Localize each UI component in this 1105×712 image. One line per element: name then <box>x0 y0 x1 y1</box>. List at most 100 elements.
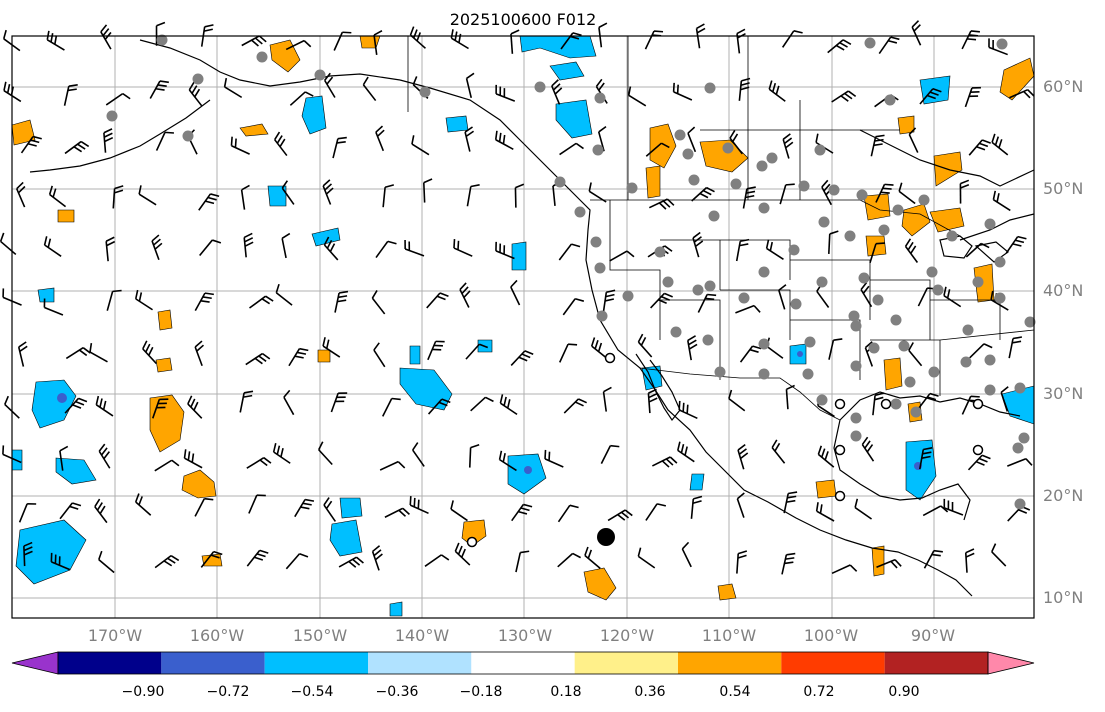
wind-barb <box>943 498 964 516</box>
shade-core <box>797 351 803 357</box>
wind-barb <box>285 39 312 51</box>
wind-barb <box>691 186 715 202</box>
station-marker <box>192 73 204 85</box>
shade-region <box>555 99 593 139</box>
wind-barb <box>499 394 518 416</box>
wind-barb <box>677 441 695 463</box>
wind-barb <box>729 130 743 155</box>
station-marker-open <box>604 352 616 364</box>
wind-barb <box>494 130 514 150</box>
wind-barb <box>106 289 122 311</box>
shade-region <box>689 473 705 491</box>
station-marker-open <box>880 398 892 410</box>
wind-barb <box>98 550 115 574</box>
wind-barb <box>384 507 410 518</box>
lon-label: 110°W <box>701 626 757 645</box>
wind-barb <box>200 550 223 568</box>
wind-barb <box>991 133 1009 156</box>
station-marker <box>802 368 814 380</box>
shade-region <box>511 241 527 271</box>
wind-barb <box>728 389 746 412</box>
wind-barb <box>1007 457 1033 467</box>
wind-barb <box>598 22 608 48</box>
coastlines <box>29 39 1035 597</box>
wind-barb <box>1009 88 1035 99</box>
wind-barb <box>695 23 706 49</box>
colorbar-tick: −0.18 <box>459 684 503 700</box>
wind-barb <box>510 29 520 54</box>
wind-barb <box>23 541 33 567</box>
colorbar-tick: 0.18 <box>550 684 582 700</box>
wind-barb <box>155 131 175 151</box>
shade-region <box>317 349 331 363</box>
station-marker <box>844 230 856 242</box>
wind-barb <box>249 295 274 309</box>
wind-barb <box>411 135 430 156</box>
wind-barb <box>17 341 28 367</box>
wind-barb <box>241 35 267 47</box>
wind-barb <box>371 545 383 571</box>
wind-barb <box>194 292 214 312</box>
wind-barb <box>59 445 69 471</box>
shade-region <box>389 601 403 617</box>
station-marker <box>850 430 862 442</box>
wind-barb <box>964 86 981 108</box>
wind-barb <box>98 443 111 469</box>
wind-barb <box>511 503 533 522</box>
station-marker <box>850 360 862 372</box>
wind-barb <box>322 337 341 358</box>
wind-barb <box>330 392 348 413</box>
wind-barb <box>645 142 670 157</box>
shade-region <box>37 287 55 303</box>
wind-barb <box>422 178 433 203</box>
station-marker <box>1012 442 1024 454</box>
negative-shading <box>11 35 1035 617</box>
wind-barb <box>465 72 475 99</box>
colorbar-min-extend <box>11 651 59 675</box>
wind-barb <box>961 30 980 50</box>
station-marker <box>314 69 326 81</box>
wind-barb <box>465 343 489 360</box>
colorbar-segment <box>161 652 265 674</box>
station-marker <box>756 160 768 172</box>
shade-region <box>11 119 36 146</box>
shade-region <box>699 139 749 173</box>
wind-barb <box>18 502 37 523</box>
wind-barb <box>245 352 271 366</box>
shade-region <box>15 519 87 585</box>
colorbar-segment <box>368 652 472 674</box>
shade-region <box>267 185 287 207</box>
shade-region <box>897 115 915 135</box>
shade-region <box>649 123 677 169</box>
station-marker <box>766 152 778 164</box>
station-marker-open <box>834 490 846 502</box>
border-us-canada <box>590 199 961 237</box>
wind-barb <box>283 389 295 416</box>
wind-barb <box>908 342 923 367</box>
lon-label: 170°W <box>87 626 143 645</box>
wind-barb <box>781 30 803 48</box>
wind-barb <box>681 541 692 568</box>
wind-barb <box>917 392 939 410</box>
colorbar-tick: −0.54 <box>290 684 334 700</box>
wind-barb <box>294 498 315 518</box>
wind-barb <box>861 436 875 462</box>
station-marker <box>798 180 810 192</box>
wind-barb <box>373 30 383 55</box>
station-marker <box>594 92 606 104</box>
wind-barb <box>248 494 266 514</box>
station-marker <box>932 284 944 296</box>
shade-core <box>57 393 67 403</box>
shade-region <box>583 567 617 601</box>
wind-barb <box>323 72 336 98</box>
colorbar-tick: 0.72 <box>803 684 835 700</box>
wind-barb <box>281 232 291 259</box>
station-marker <box>702 334 714 346</box>
wind-barb <box>459 282 471 308</box>
wind-barb <box>59 502 82 520</box>
wind-barb <box>375 240 397 259</box>
station-marker <box>814 144 826 156</box>
shade-region <box>339 497 363 519</box>
wind-barb <box>828 338 843 360</box>
station-marker <box>864 37 876 49</box>
